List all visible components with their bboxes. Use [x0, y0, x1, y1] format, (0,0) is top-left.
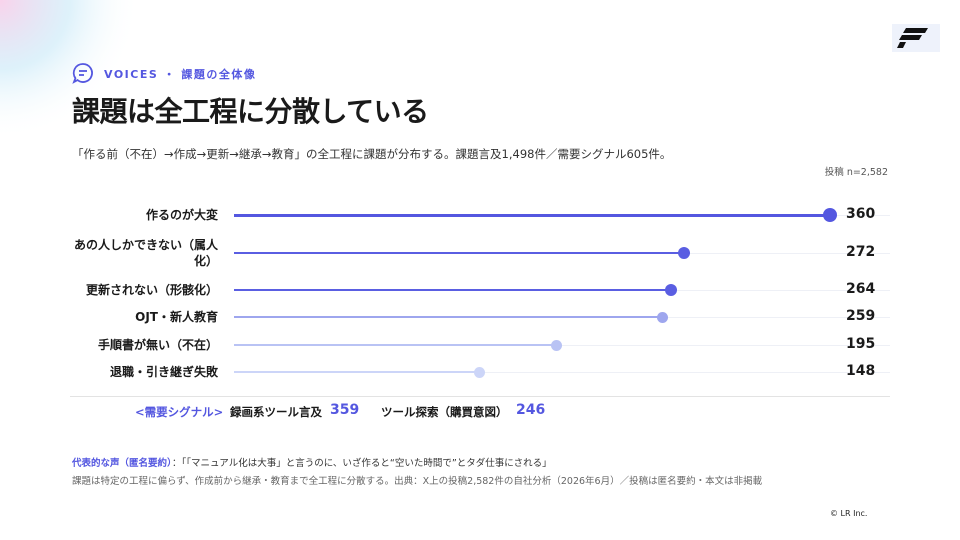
value-label: 148 — [846, 363, 876, 379]
source: 課題は特定の工程に偏らず、作成前から継承・教育まで全工程に分散する。出典：X上の… — [72, 476, 763, 487]
track — [234, 372, 890, 373]
lollipop-stem — [234, 289, 672, 291]
chat-icon — [72, 63, 93, 84]
value-label: 195 — [846, 336, 876, 352]
value-label: 259 — [846, 308, 876, 324]
category-label: あの人しかできない（属人化） — [73, 238, 218, 268]
value-label: 264 — [846, 281, 876, 297]
category-label: 作るのが大変 — [145, 208, 218, 222]
divider — [70, 396, 890, 397]
category-label: 退職・引き継ぎ失敗 — [109, 365, 218, 379]
signal-label: <需要シグナル> — [135, 405, 224, 419]
subtitle: 「作る前（不在）→作成→更新→継承→教育」の全工程に課題が分布する。課題言及1,… — [72, 147, 672, 161]
title: 課題は全工程に分散している — [72, 95, 429, 128]
lollipop-dot — [823, 208, 837, 222]
lollipop-dot — [665, 284, 678, 296]
lollipop-dot — [551, 339, 563, 351]
lollipop-dot — [473, 366, 485, 378]
quote: ：「「マニュアル化は大事」と言うのに、いざ作ると“空いた時間で”とタダ仕事にされ… — [172, 458, 552, 469]
lollipop-stem — [234, 252, 685, 254]
quote-label: 代表的な声（匿名要約） — [72, 458, 177, 469]
lollipop-stem — [234, 344, 557, 346]
sample-note: 投稿 n=2,582 — [824, 167, 888, 178]
lollipop-stem — [234, 213, 830, 217]
signal-name: 録画系ツール言及 — [230, 405, 322, 419]
logo — [892, 24, 940, 52]
category-label: 更新されない（形骸化） — [85, 283, 218, 297]
lollipop-dot — [657, 311, 669, 323]
value-label: 272 — [846, 244, 876, 260]
signal-value: 359 — [330, 402, 360, 418]
value-label: 360 — [846, 206, 876, 222]
decoration — [0, 0, 140, 140]
lollipop-stem — [234, 371, 480, 373]
copyright: © LR Inc. — [830, 509, 868, 518]
lollipop-stem — [234, 316, 663, 318]
signal-value: 246 — [516, 402, 546, 418]
category-label: OJT・新人教育 — [135, 310, 218, 324]
eyebrow: VOICES ・ 課題の全体像 — [104, 68, 257, 81]
lollipop-dot — [678, 247, 691, 259]
signal-name: ツール探索（購買意図） — [381, 405, 508, 419]
category-label: 手順書が無い（不在） — [97, 338, 218, 352]
